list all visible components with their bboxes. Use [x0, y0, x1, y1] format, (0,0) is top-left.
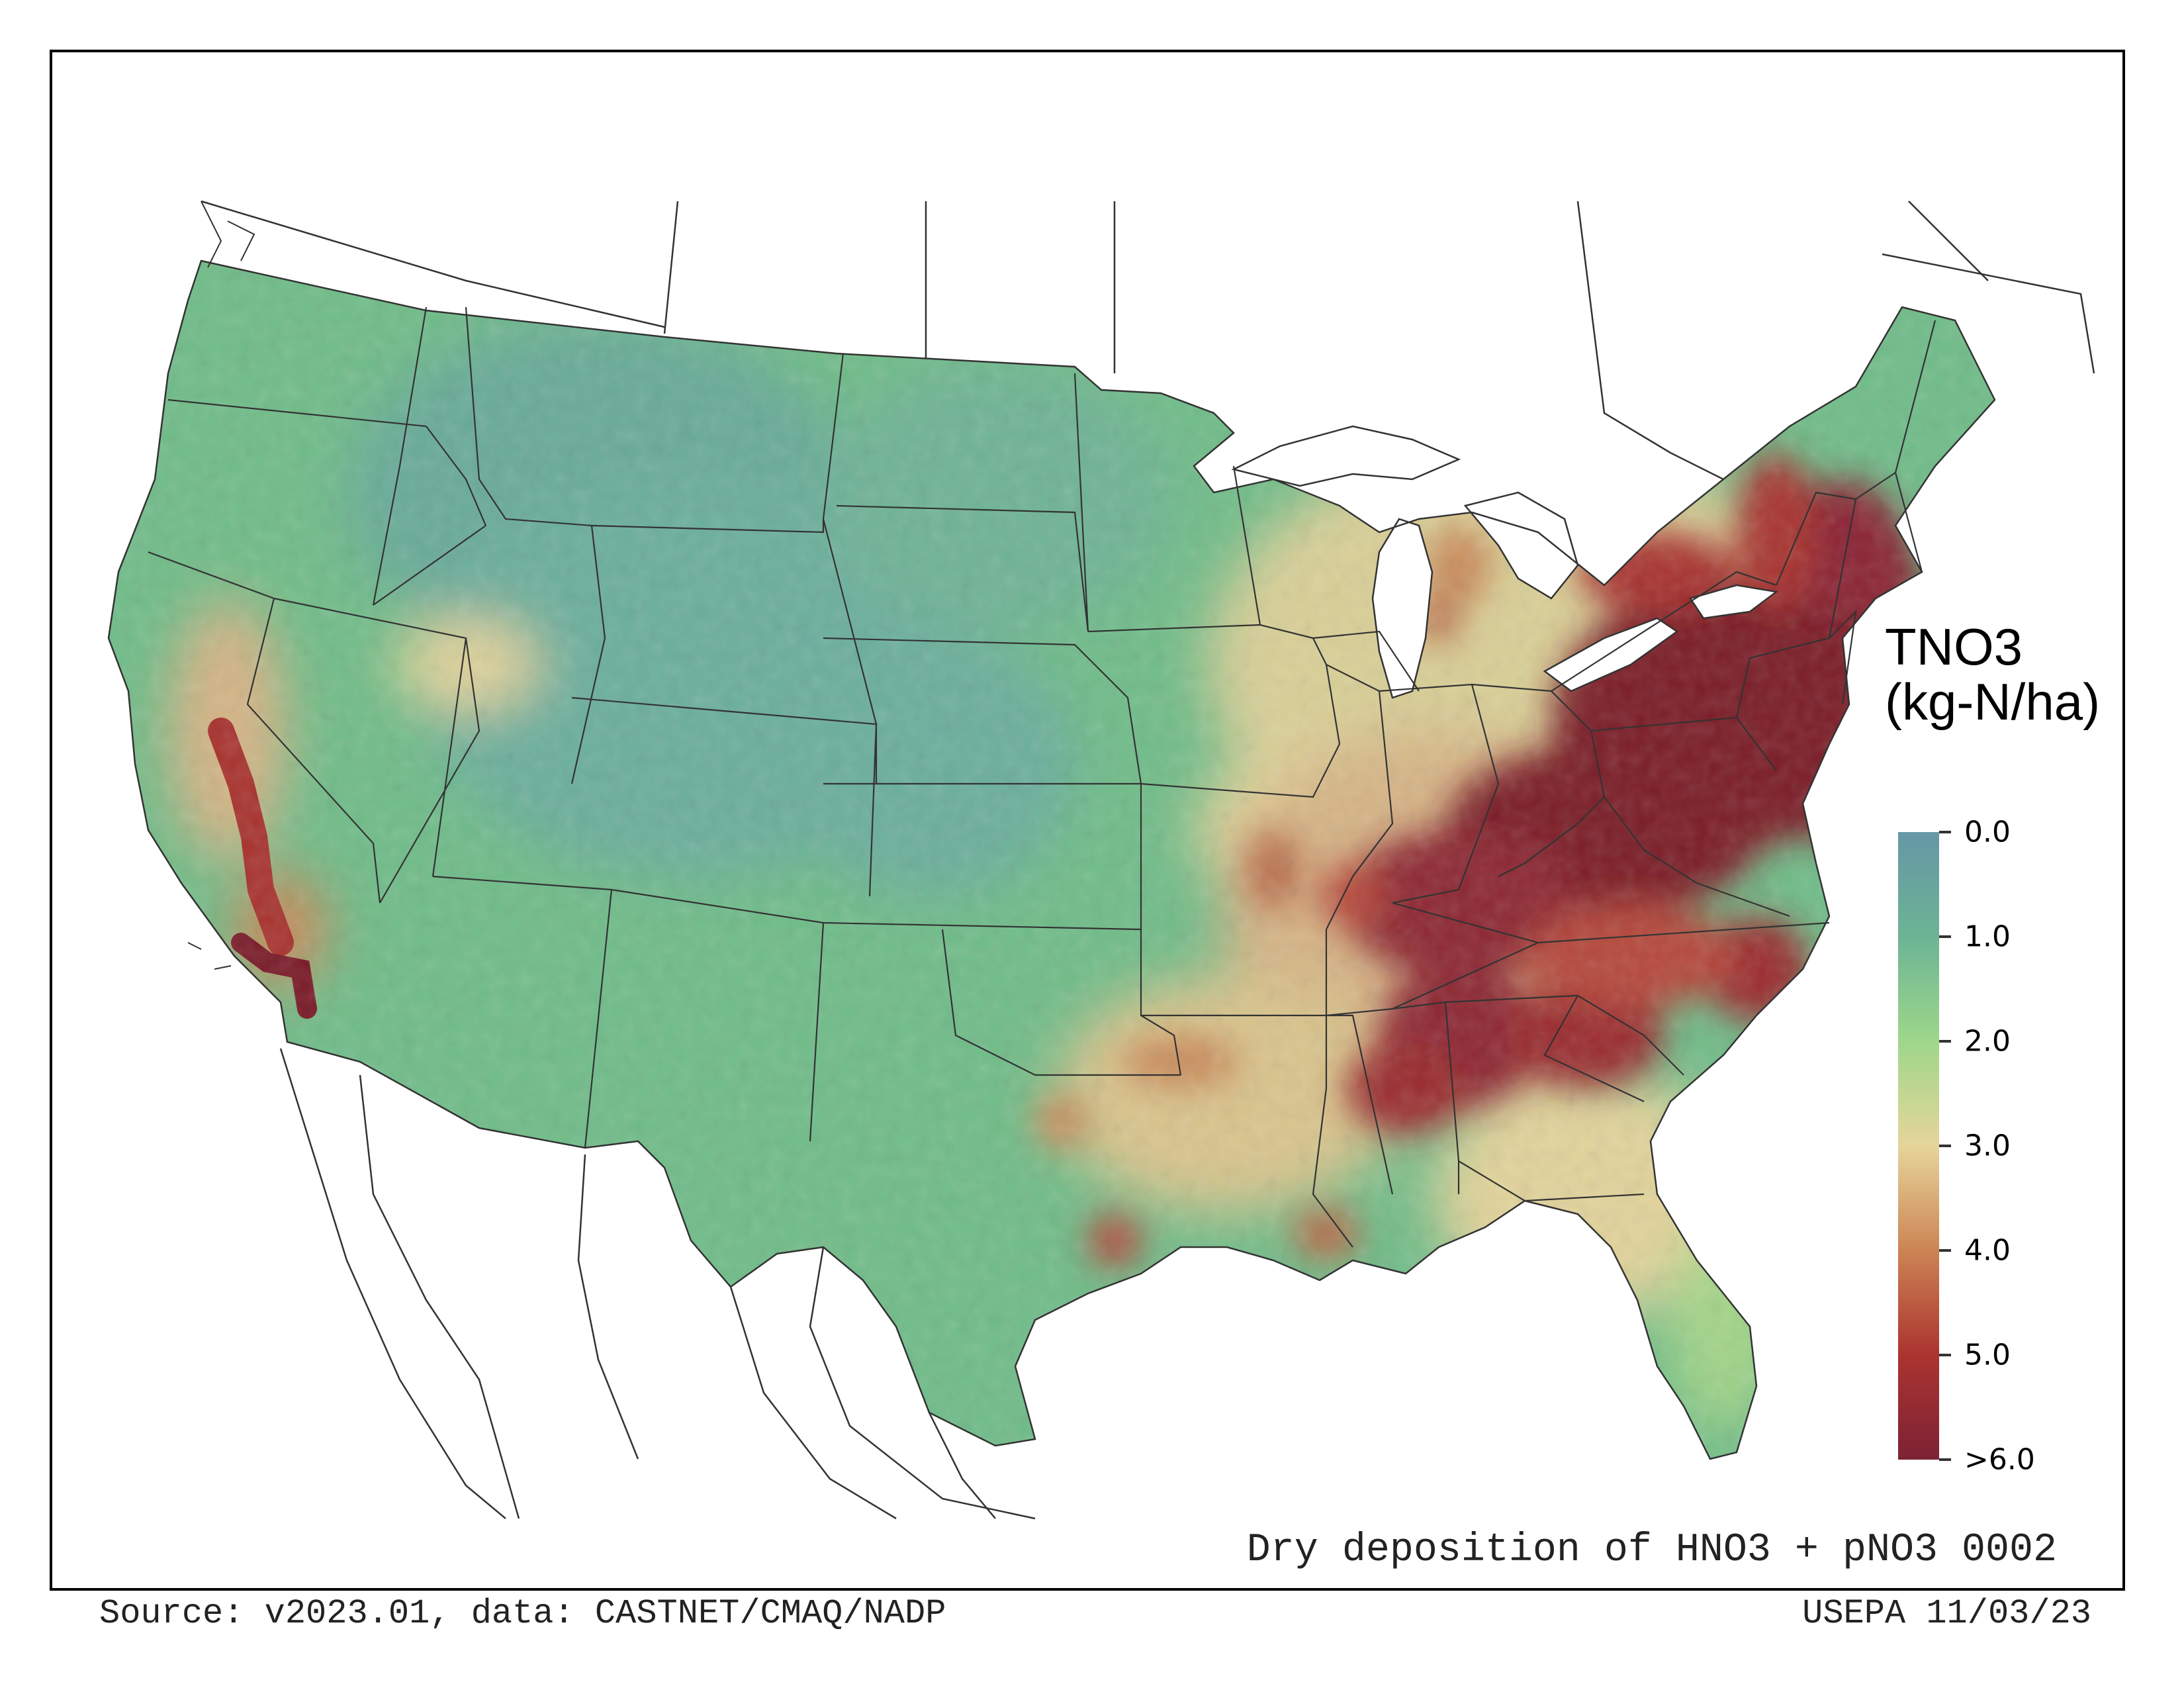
legend-tick-label: 5.0	[1964, 1338, 2011, 1372]
legend-tick-label: 2.0	[1964, 1024, 2011, 1058]
source-note: Source: v2023.01, data: CASTNET/CMAQ/NAD…	[99, 1594, 946, 1633]
agency-date: USEPA 11/03/23	[1802, 1594, 2091, 1633]
legend-colorbar	[1898, 832, 1939, 1460]
legend-tick-mark	[1939, 831, 1951, 833]
legend-tick-mark	[1939, 935, 1951, 938]
legend-tick-label: >6.0	[1964, 1442, 2035, 1477]
legend-tick-mark	[1939, 1145, 1951, 1147]
outside-boundaries	[201, 200, 2095, 1520]
legend-title: TNO3	[1885, 618, 2023, 676]
legend-units: (kg-N/ha)	[1885, 673, 2101, 731]
map-caption: Dry deposition of HNO3 + pNO3 0002	[1246, 1528, 2057, 1573]
deposition-map	[107, 200, 2095, 1520]
heat-surface	[109, 261, 1995, 1459]
legend-tick-mark	[1939, 1458, 1951, 1461]
legend-tick-label: 3.0	[1964, 1129, 2011, 1163]
conus-outline	[107, 259, 1996, 1460]
legend-tick-mark	[1939, 1354, 1951, 1356]
legend-tick-mark	[1939, 1040, 1951, 1043]
nw-islands	[187, 201, 255, 970]
legend-tick-label: 1.0	[1964, 919, 2011, 954]
legend-tick-label: 4.0	[1964, 1233, 2011, 1268]
legend-tick-mark	[1939, 1249, 1951, 1252]
legend-tick-label: 0.0	[1964, 815, 2011, 849]
map-frame	[50, 50, 2125, 1591]
